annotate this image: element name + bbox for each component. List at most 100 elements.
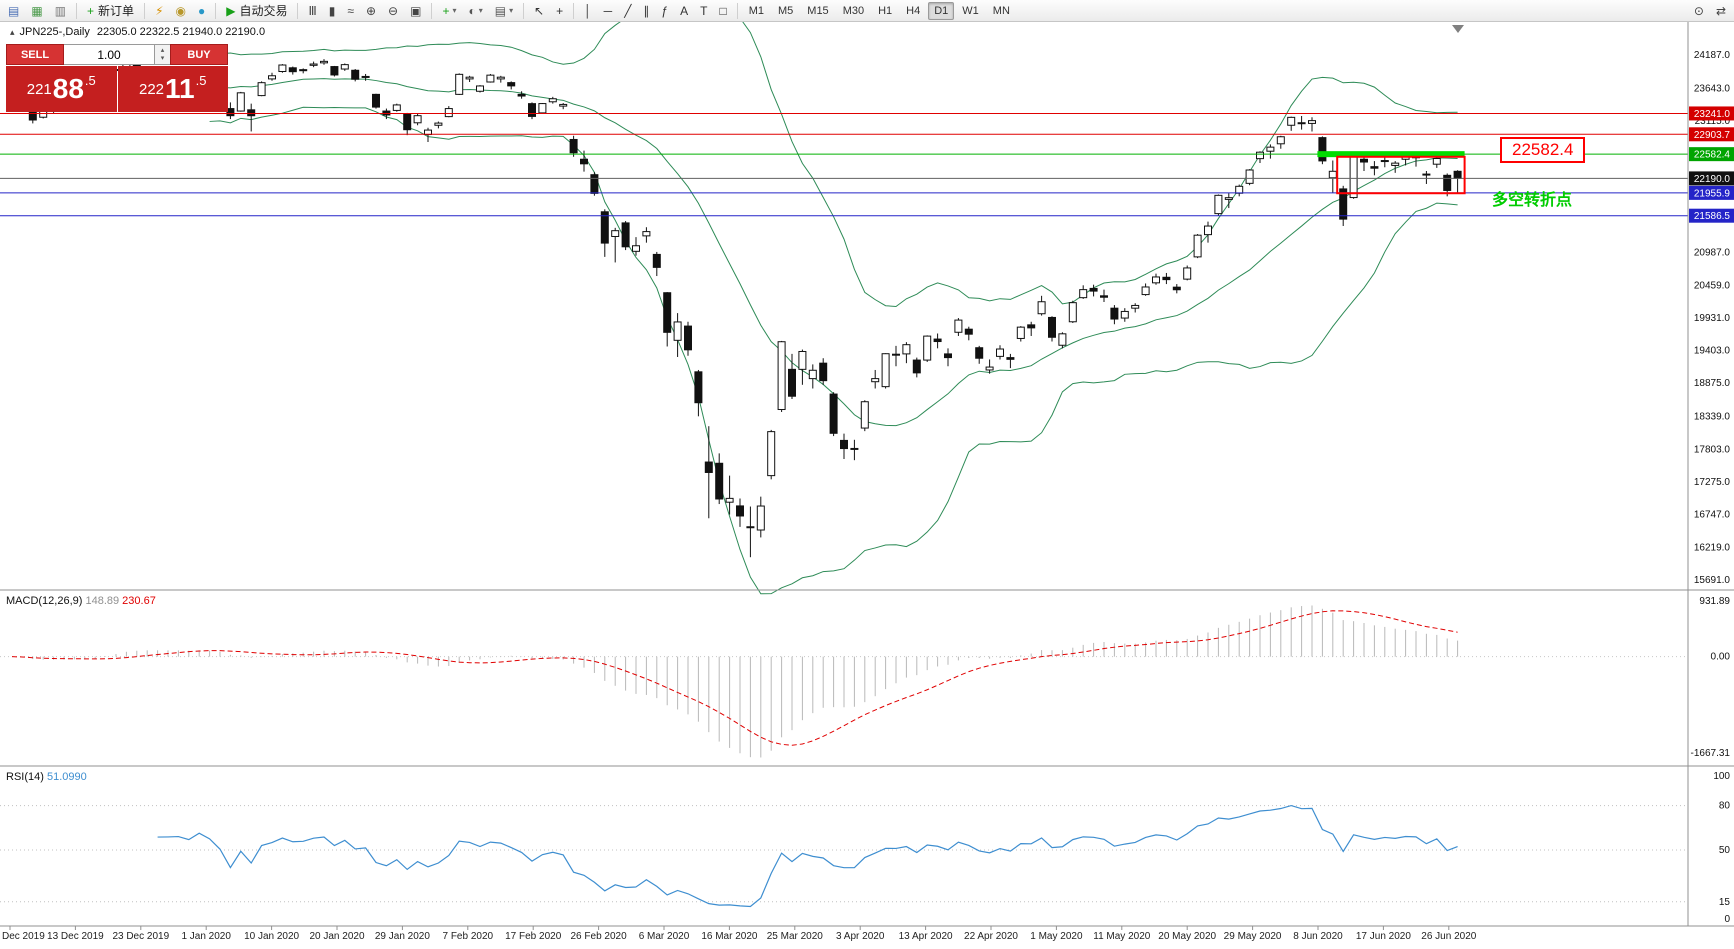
timeframe-h4-button[interactable]: H4 <box>906 4 921 17</box>
candle-body <box>642 231 651 237</box>
candle-body <box>964 328 973 335</box>
arrow-tool-button[interactable]: T <box>695 0 712 21</box>
zoom-in-button[interactable]: ⊕ <box>361 0 381 21</box>
supply-zone-bar[interactable] <box>1317 151 1465 158</box>
web-terminal-button[interactable]: ● <box>193 0 210 21</box>
volume-spinner[interactable]: ▴ ▾ <box>155 44 170 65</box>
line-chart-mode-button[interactable]: ≈ <box>342 0 359 21</box>
cursor-tool-button[interactable]: ↖ <box>529 0 549 21</box>
timeframe-m30-button[interactable]: M30 <box>842 4 865 17</box>
timeframe-d1-button[interactable]: D1 <box>928 1 955 20</box>
candle-body <box>1224 197 1233 200</box>
candle-body <box>465 76 474 80</box>
candle-body <box>309 63 318 66</box>
toolbar-separator <box>215 2 217 19</box>
chart-window-button[interactable]: ▥ <box>50 0 71 21</box>
text-tool-button[interactable]: A <box>675 0 693 21</box>
auto-trading-button[interactable]: ▶ 自动交易 <box>221 0 292 21</box>
history-center-button[interactable]: ◉ <box>171 0 191 21</box>
bar-chart-mode-button[interactable]: Ⅲ <box>303 0 321 21</box>
timeframe-w1-button[interactable]: W1 <box>962 4 979 17</box>
one-click-collapse-icon[interactable]: ▴ <box>10 27 15 37</box>
buy-price-prefix: 222 <box>139 80 165 98</box>
new-chart-button[interactable]: ▤ <box>3 0 24 21</box>
sell-button[interactable]: SELL <box>6 44 64 65</box>
chart-scroll-button[interactable]: ⇄ <box>1711 0 1731 21</box>
symbol-title: JPN225-,Daily <box>19 26 90 38</box>
candle-body <box>1287 116 1296 126</box>
candle-body <box>1308 120 1316 124</box>
indicators-button[interactable]: + ▾ <box>437 0 461 21</box>
candle-body <box>496 76 505 80</box>
tile-windows-button[interactable]: ▣ <box>405 0 426 21</box>
candle-body <box>1110 307 1119 320</box>
history-center-icon: ◉ <box>175 3 186 18</box>
candle-body <box>944 353 952 359</box>
fibonacci-tool-button[interactable]: ƒ <box>656 0 673 21</box>
buy-button[interactable]: BUY <box>170 44 228 65</box>
candle-body <box>1380 160 1389 163</box>
price-tag-label: 22582.4 <box>1694 150 1731 161</box>
search-button[interactable]: ⊙ <box>1689 0 1709 21</box>
timeframe-m1-button[interactable]: M1 <box>748 4 764 17</box>
annotation-note-text[interactable]: 多空转折点 <box>1492 192 1573 209</box>
candle-body <box>226 108 235 117</box>
date-label: Dec 2019 <box>2 931 45 942</box>
candle-body <box>663 292 672 333</box>
vertical-line-tool-button[interactable]: │ <box>579 0 597 21</box>
timeframe-m15-button[interactable]: M15 <box>807 4 829 17</box>
sell-price[interactable]: 221 88 .5 <box>6 66 117 112</box>
price-axis-label: 23643.0 <box>1694 84 1731 95</box>
templates-button[interactable]: ▤ ▾ <box>490 0 518 21</box>
price-callout-label[interactable]: 22582.4 <box>1500 137 1586 163</box>
price-axis-label: 16219.0 <box>1694 542 1731 553</box>
text-tool-icon: A <box>680 3 689 18</box>
spinner-down-icon[interactable]: ▾ <box>160 54 165 62</box>
toolbar-separator <box>76 2 78 19</box>
indicators-caret-icon[interactable]: ▾ <box>452 6 457 15</box>
spinner-up-icon[interactable]: ▴ <box>160 46 165 54</box>
equidistant-channel-tool-button[interactable]: ∥ <box>638 0 654 21</box>
crosshair-tool-icon: + <box>556 3 564 18</box>
candle-body <box>1089 287 1098 292</box>
periods-caret-icon[interactable]: ▾ <box>478 6 483 15</box>
candle-body <box>1048 316 1056 338</box>
candle-body <box>278 64 287 72</box>
candle-body <box>600 211 609 244</box>
candle-body <box>1131 304 1140 309</box>
date-label: 10 Jan 2020 <box>244 931 299 942</box>
price-tag-bg <box>1689 106 1734 121</box>
new-order-button[interactable]: + 新订单 <box>82 0 139 21</box>
candle-body <box>320 60 328 64</box>
candle-body <box>860 401 869 429</box>
timeframe-h1-button[interactable]: H1 <box>878 4 893 17</box>
candle-body <box>715 462 724 500</box>
zoom-out-button[interactable]: ⊖ <box>383 0 403 21</box>
toolbar: ▤ ▦ ▥ + 新订单 ⚡ ◉ ● ▶ 自动交易 Ⅲ ▮ ≈ ⊕ ⊖ ▣ + ▾ ◐ ▾ ▤ ▾ ↖ + │ ─ ╱ ∥ ƒ A T □ M1 M… <box>0 0 1734 22</box>
candle-body <box>1349 153 1358 199</box>
horizontal-line-tool-button[interactable]: ─ <box>599 0 618 21</box>
price-axis-label: 20459.0 <box>1694 280 1731 291</box>
trendline-tool-button[interactable]: ╱ <box>619 0 636 21</box>
shapes-tool-button[interactable]: □ <box>714 0 731 21</box>
profiles-button[interactable]: ▦ <box>26 0 47 21</box>
date-label: 20 Jan 2020 <box>309 931 364 942</box>
candlestick-mode-button[interactable]: ▮ <box>324 0 341 21</box>
date-label: 26 Jun 2020 <box>1421 931 1476 942</box>
buy-price[interactable]: 222 11 .5 <box>117 66 228 112</box>
periods-button[interactable]: ◐ ▾ <box>463 0 487 21</box>
volume-input[interactable] <box>64 44 155 65</box>
date-label: 1 May 2020 <box>1030 931 1083 942</box>
candle-body <box>798 350 807 370</box>
crosshair-tool-button[interactable]: + <box>551 0 568 21</box>
timeframe-mn-button[interactable]: MN <box>992 4 1010 17</box>
range-box[interactable] <box>1336 155 1466 195</box>
price-axis-label: 16747.0 <box>1694 510 1731 521</box>
templates-caret-icon[interactable]: ▾ <box>509 6 514 15</box>
candle-body <box>507 82 516 87</box>
price-tag-bg <box>1689 185 1734 200</box>
price-axis-label: 23115.0 <box>1695 116 1731 127</box>
timeframe-m5-button[interactable]: M5 <box>778 4 794 17</box>
expert-advisors-button[interactable]: ⚡ <box>150 0 168 21</box>
